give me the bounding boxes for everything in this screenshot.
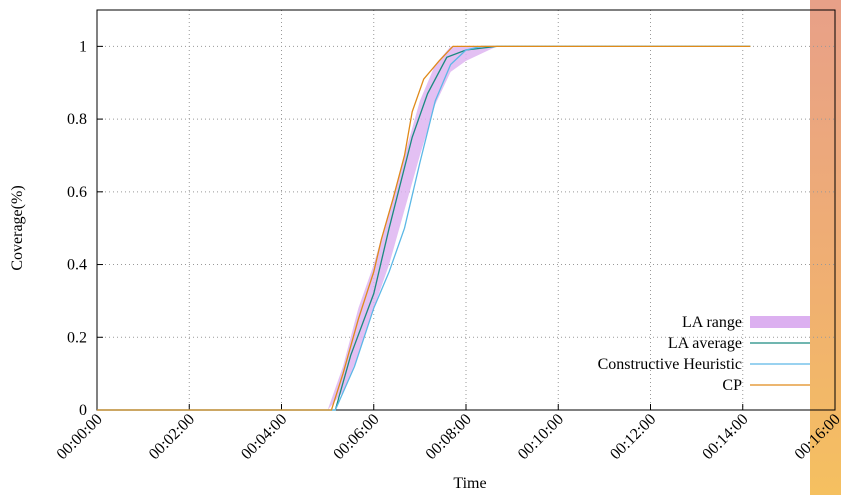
x-tick-label: 00:06:00 [330, 411, 382, 463]
y-axis-label: Coverage(%) [9, 185, 26, 270]
range-area [327, 46, 513, 410]
legend-label: CP [722, 377, 742, 394]
series-line [97, 45, 751, 411]
y-tick-label: 0.6 [67, 184, 87, 201]
plot-frame [96, 9, 836, 411]
x-tick-label: 00:02:00 [146, 411, 198, 463]
x-axis-label: Time [453, 475, 486, 492]
legend-swatch [750, 316, 810, 328]
x-tick-label: 00:14:00 [699, 411, 751, 463]
background-strip [810, 0, 841, 495]
x-tick-label: 00:10:00 [515, 411, 567, 463]
x-tick-label: 00:04:00 [238, 411, 290, 463]
legend-label: Constructive Heuristic [598, 356, 742, 373]
legend-label: LA range [682, 314, 742, 331]
y-tick-label: 0 [79, 402, 87, 419]
series-line [97, 45, 751, 411]
x-tick-label: 00:08:00 [423, 411, 475, 463]
legend-label: LA average [668, 335, 742, 352]
y-tick-label: 1 [79, 38, 87, 55]
x-tick-label: 00:12:00 [607, 411, 659, 463]
series-line [97, 45, 751, 411]
y-tick-label: 0.4 [67, 257, 87, 274]
y-tick-label: 0.2 [67, 329, 87, 346]
y-tick-label: 0.8 [67, 111, 87, 128]
